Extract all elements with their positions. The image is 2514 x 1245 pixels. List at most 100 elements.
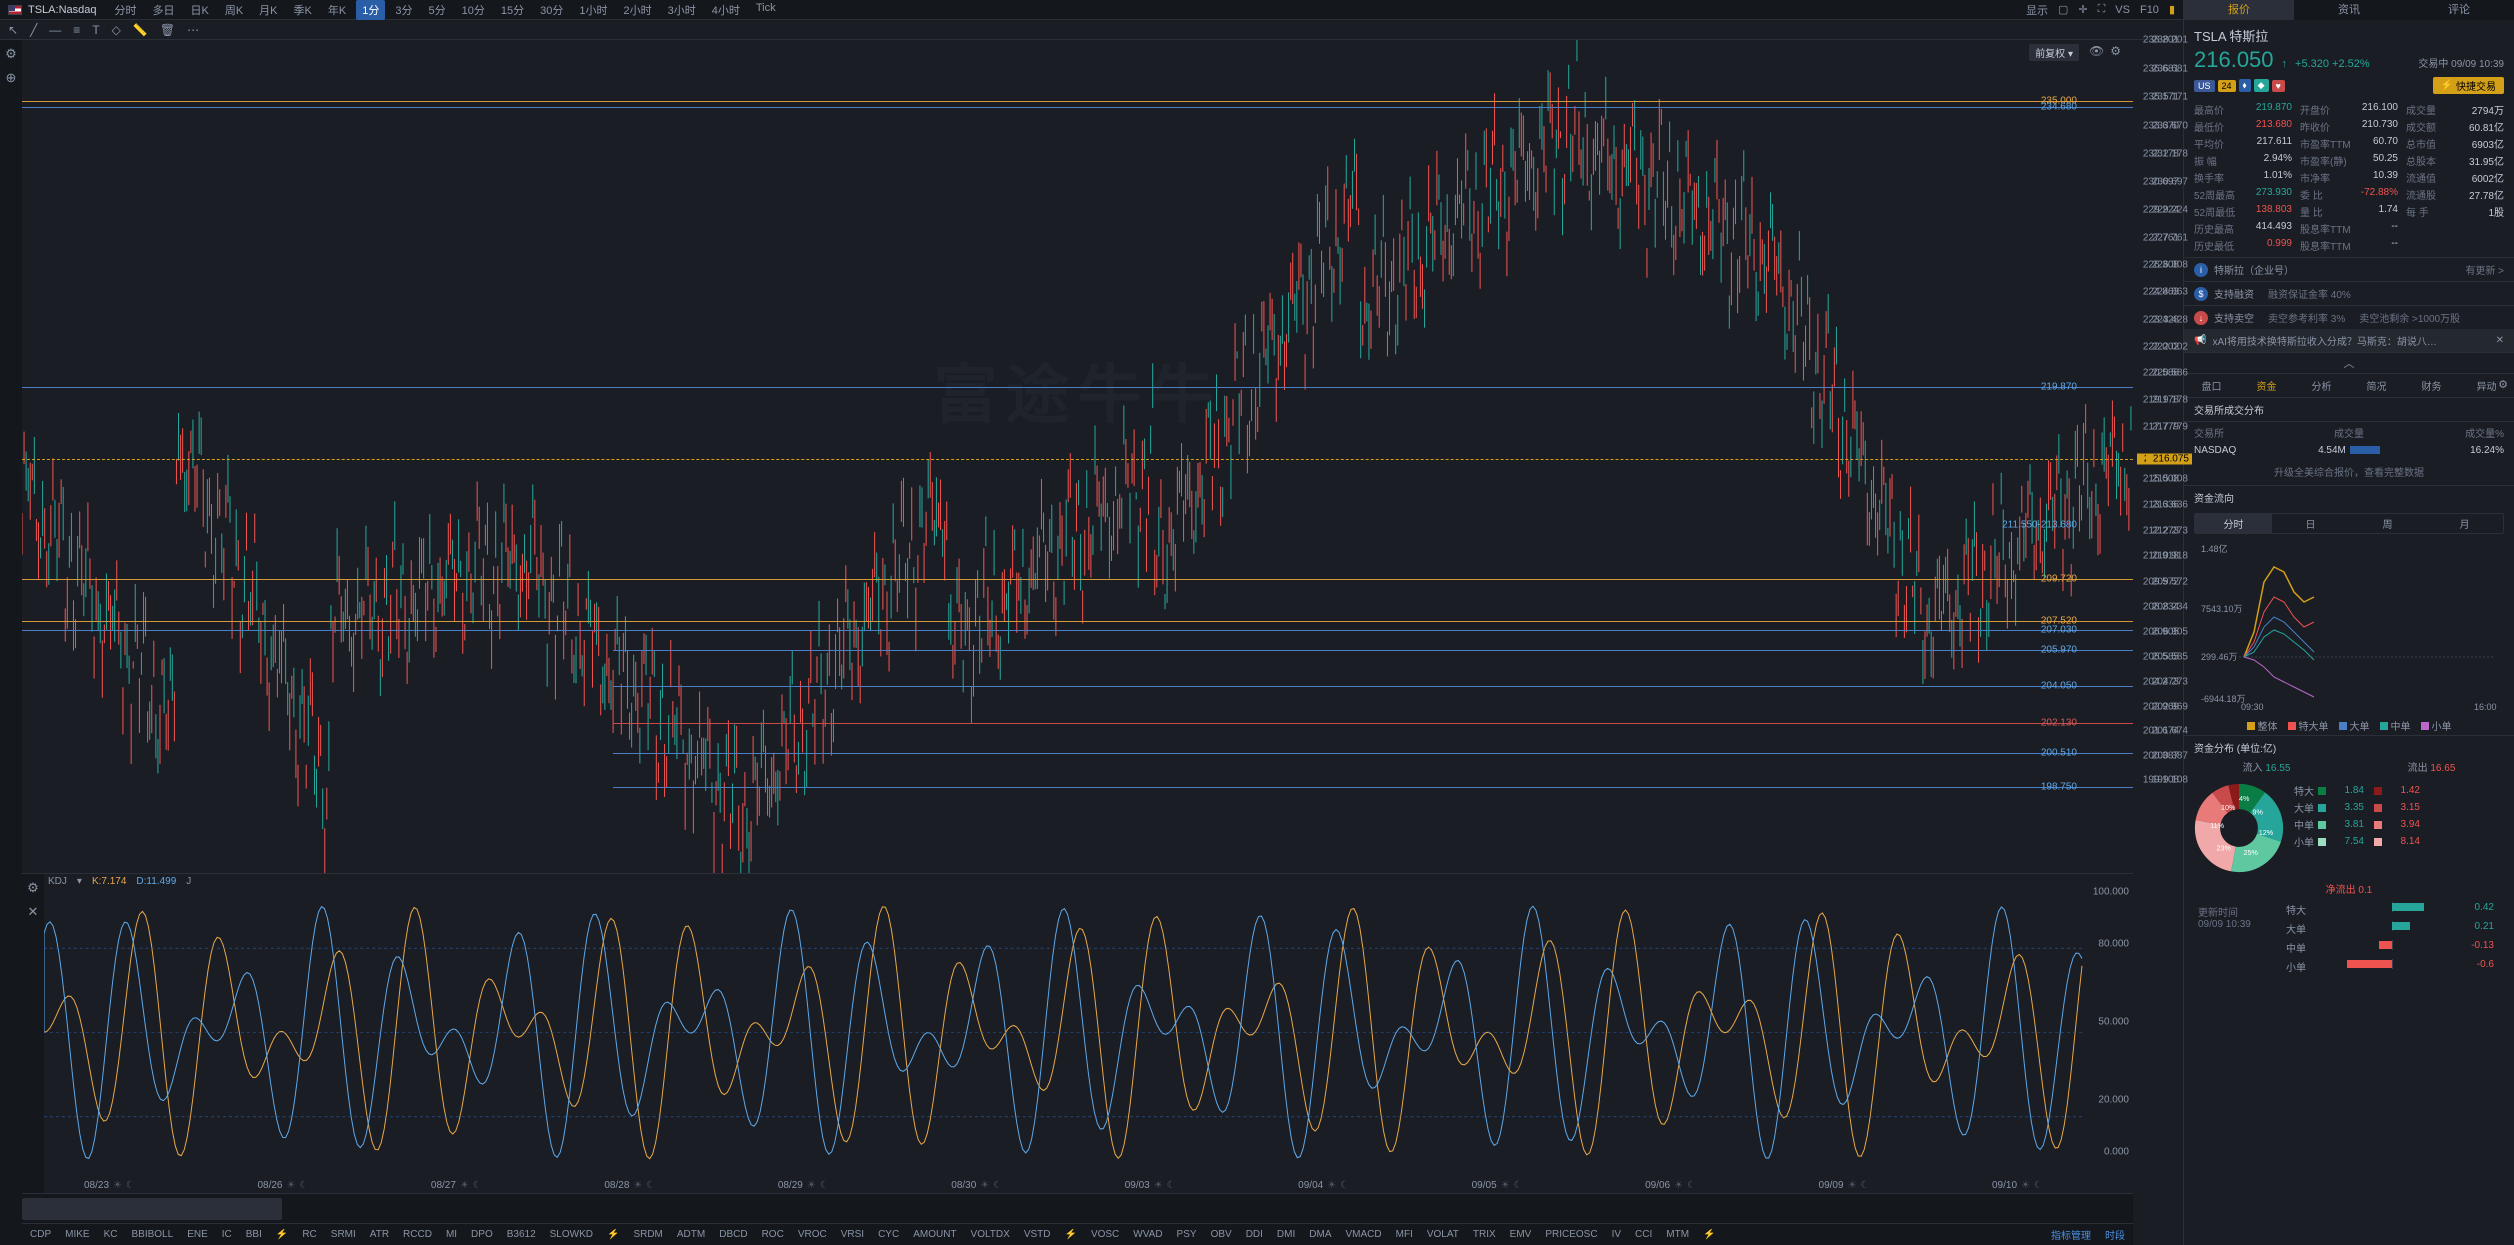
fullscreen-icon[interactable]: ⛶ (2098, 3, 2106, 16)
indicator-DDI[interactable]: DDI (1246, 1229, 1263, 1240)
indicator-⚡[interactable]: ⚡ (1064, 1229, 1076, 1240)
indicator-SLOWKD[interactable]: SLOWKD (550, 1229, 593, 1240)
indicator-DMA[interactable]: DMA (1309, 1229, 1331, 1240)
timeframe-分时[interactable]: 分时 (108, 0, 142, 20)
indicator-⚡[interactable]: ⚡ (1703, 1229, 1715, 1240)
indicator-manager[interactable]: 指标管理 (2051, 1227, 2091, 1242)
timeframe-月K[interactable]: 月K (253, 0, 283, 20)
shape-tool[interactable]: ◇ (112, 23, 121, 37)
indicator-VMACD[interactable]: VMACD (1346, 1229, 1382, 1240)
upgrade-prompt[interactable]: 升级全美综合报价，查看完整数据 (2184, 458, 2514, 485)
timeframe-Tick[interactable]: Tick (750, 0, 782, 20)
subtab-简况[interactable]: 简况 (2349, 374, 2404, 397)
indicator-OBV[interactable]: OBV (1211, 1229, 1232, 1240)
indicator-BBIBOLL[interactable]: BBIBOLL (131, 1229, 173, 1240)
timeframe-5分[interactable]: 5分 (422, 0, 451, 20)
indicator-CYC[interactable]: CYC (878, 1229, 899, 1240)
fast-trade-button[interactable]: ⚡快捷交易 (2433, 77, 2504, 94)
sidebar-tab-评论[interactable]: 评论 (2404, 0, 2514, 20)
indicator-MTM[interactable]: MTM (1666, 1229, 1689, 1240)
kdj-gear-icon[interactable]: ⚙ (27, 880, 39, 896)
timeframe-1小时[interactable]: 1小时 (573, 0, 613, 20)
timeframe-多日[interactable]: 多日 (146, 0, 180, 20)
short-info[interactable]: ↓ 支持卖空 卖空参考利率 3% 卖空池剩余 >1000万股 (2184, 305, 2514, 329)
indicator-RC[interactable]: RC (302, 1229, 316, 1240)
indicator-VROC[interactable]: VROC (798, 1229, 827, 1240)
more-tools[interactable]: ⋯ (187, 23, 199, 37)
indicator-⚡[interactable]: ⚡ (276, 1229, 288, 1240)
indicator-CDP[interactable]: CDP (30, 1229, 51, 1240)
indicator-DBCD[interactable]: DBCD (719, 1229, 747, 1240)
indicator-VOLAT[interactable]: VOLAT (1427, 1229, 1459, 1240)
flow-tab-月[interactable]: 月 (2426, 514, 2503, 533)
time-scrollbar[interactable] (22, 1193, 2133, 1223)
timeframe-周K[interactable]: 周K (219, 0, 249, 20)
indicator-IC[interactable]: IC (222, 1229, 232, 1240)
margin-info[interactable]: $ 支持融资 融资保证金率 40% (2184, 281, 2514, 305)
flow-tab-日[interactable]: 日 (2272, 514, 2349, 533)
flow-tab-周[interactable]: 周 (2349, 514, 2426, 533)
fib-tool[interactable]: ≡ (73, 23, 80, 37)
kdj-label[interactable]: KDJ (48, 876, 67, 887)
timeframe-年K[interactable]: 年K (322, 0, 352, 20)
timeframe-15分[interactable]: 15分 (495, 0, 530, 20)
price-chart[interactable]: 前复权 ▾ 👁⚙ 富途牛牛 235.000234.680219.870211.5… (22, 40, 2133, 873)
trendline-tool[interactable]: ╱ (30, 23, 37, 37)
hline-tool[interactable]: — (49, 23, 61, 37)
text-tool[interactable]: T (92, 23, 99, 37)
collapse-icon[interactable]: ︿ (2184, 352, 2514, 373)
subtab-分析[interactable]: 分析 (2294, 374, 2349, 397)
indicator-KC[interactable]: KC (104, 1229, 118, 1240)
indicator-AMOUNT[interactable]: AMOUNT (913, 1229, 956, 1240)
indicator-VSTD[interactable]: VSTD (1024, 1229, 1051, 1240)
timeframe-10分[interactable]: 10分 (456, 0, 491, 20)
indicator-MIKE[interactable]: MIKE (65, 1229, 89, 1240)
indicator-VOSC[interactable]: VOSC (1091, 1229, 1119, 1240)
indicator-MFI[interactable]: MFI (1396, 1229, 1413, 1240)
timeframe-3分[interactable]: 3分 (389, 0, 418, 20)
indicator-ENE[interactable]: ENE (187, 1229, 208, 1240)
cursor-tool[interactable]: ↖ (8, 23, 18, 37)
indicator-PSY[interactable]: PSY (1177, 1229, 1197, 1240)
symbol-selector[interactable]: TSLA:Nasdaq (8, 4, 96, 16)
measure-tool[interactable]: 📏 (133, 23, 148, 37)
indicator-TRIX[interactable]: TRIX (1473, 1229, 1496, 1240)
sidebar-tab-资讯[interactable]: 资讯 (2294, 0, 2404, 20)
indicator-BBI[interactable]: BBI (246, 1229, 262, 1240)
subtab-财务[interactable]: 财务 (2404, 374, 2459, 397)
timeslot-button[interactable]: 时段 (2105, 1227, 2125, 1242)
indicator-B3612[interactable]: B3612 (507, 1229, 536, 1240)
indicator-DMI[interactable]: DMI (1277, 1229, 1295, 1240)
indicator-VRSI[interactable]: VRSI (841, 1229, 864, 1240)
timeframe-2小时[interactable]: 2小时 (617, 0, 657, 20)
sidebar-tab-报价[interactable]: 报价 (2184, 0, 2294, 20)
indicator-PRICEOSC[interactable]: PRICEOSC (1545, 1229, 1597, 1240)
subtab-盘口[interactable]: 盘口 (2184, 374, 2239, 397)
vs-button[interactable]: VS (2115, 4, 2130, 16)
timeframe-1分[interactable]: 1分 (356, 0, 385, 20)
indicator-ROC[interactable]: ROC (762, 1229, 784, 1240)
indicator-WVAD[interactable]: WVAD (1133, 1229, 1162, 1240)
timeframe-30分[interactable]: 30分 (534, 0, 569, 20)
close-news-icon[interactable]: ✕ (2496, 335, 2504, 346)
indicator-⚡[interactable]: ⚡ (607, 1229, 619, 1240)
indicator-RCCD[interactable]: RCCD (403, 1229, 432, 1240)
indicator-EMV[interactable]: EMV (1510, 1229, 1532, 1240)
subtab-资金[interactable]: 资金 (2239, 374, 2294, 397)
subtab-gear-icon[interactable]: ⚙ (2498, 378, 2508, 391)
layout-icon[interactable]: ▢ (2058, 3, 2068, 16)
indicator-SRDM[interactable]: SRDM (633, 1229, 662, 1240)
timeframe-3小时[interactable]: 3小时 (662, 0, 702, 20)
indicator-DPO[interactable]: DPO (471, 1229, 493, 1240)
indicator-IV[interactable]: IV (1612, 1229, 1621, 1240)
timeframe-季K[interactable]: 季K (288, 0, 318, 20)
indicator-ATR[interactable]: ATR (370, 1229, 389, 1240)
add-indicator-icon[interactable]: ⊕ (6, 70, 17, 86)
indicator-CCI[interactable]: CCI (1635, 1229, 1652, 1240)
indicator-ADTM[interactable]: ADTM (677, 1229, 705, 1240)
flow-tab-分时[interactable]: 分时 (2195, 514, 2272, 533)
kdj-close-icon[interactable]: ✕ (28, 904, 39, 920)
indicator-VOLTDX[interactable]: VOLTDX (971, 1229, 1010, 1240)
bookmark-icon[interactable]: ▮ (2169, 3, 2175, 16)
f10-button[interactable]: F10 (2140, 4, 2159, 16)
